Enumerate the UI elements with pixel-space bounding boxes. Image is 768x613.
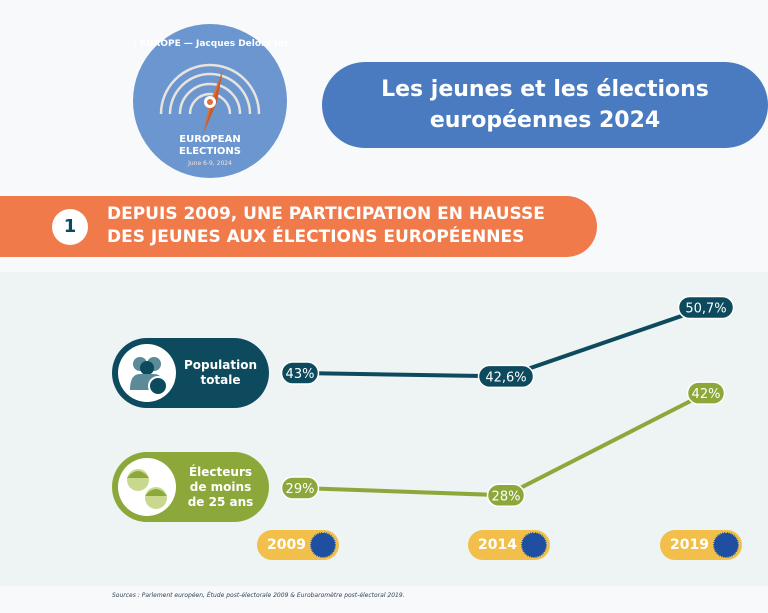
section-number: 1 xyxy=(52,209,88,245)
year-label: 2019 xyxy=(670,537,709,553)
category-population-totale: Population totale xyxy=(112,338,269,408)
year-label: 2009 xyxy=(267,537,306,553)
data-point xyxy=(280,361,320,385)
data-point xyxy=(686,381,726,405)
label-line: Électeurs xyxy=(188,464,253,479)
title-line2: européennes 2024 xyxy=(429,108,661,133)
label-line: de 25 ans xyxy=(187,494,254,509)
logo: NOTRE EUROPE — Jacques Delors Institute … xyxy=(102,24,318,178)
title-line1: Les jeunes et les élections xyxy=(381,77,709,102)
label-line: totale xyxy=(200,373,241,387)
data-point xyxy=(280,476,320,500)
eu-flag-icon xyxy=(713,532,739,558)
data-point xyxy=(486,483,526,508)
data-point xyxy=(477,364,535,389)
year-2019: 2019 xyxy=(660,530,742,560)
people-icon xyxy=(118,344,176,402)
year-2009: 2009 xyxy=(257,530,339,560)
label-line: de moins xyxy=(189,479,252,494)
data-label: 43% xyxy=(286,367,315,382)
category-electeurs-moins-25: Électeurs de moins de 25 ans xyxy=(112,452,269,522)
eu-flag-icon xyxy=(310,532,336,558)
logo-top-text: NOTRE EUROPE — Jacques Delors Institute xyxy=(133,39,287,49)
section-banner xyxy=(0,196,597,257)
data-label: 50,7% xyxy=(685,302,726,317)
year-label: 2014 xyxy=(478,537,517,553)
section-heading-line2: DES JEUNES AUX ÉLECTIONS EUROPÉENNES xyxy=(107,227,525,247)
series-line-1 xyxy=(299,391,707,498)
logo-date: June 6-9, 2024 xyxy=(187,160,232,167)
logo-line1: EUROPEAN xyxy=(179,134,240,145)
parliament-compass-icon: NOTRE EUROPE — Jacques Delors Institute … xyxy=(102,39,317,167)
data-label: 42,6% xyxy=(485,370,526,385)
year-2014: 2014 xyxy=(468,530,550,560)
data-label: 28% xyxy=(492,489,521,504)
label-line: Population xyxy=(183,358,258,372)
page-title: Les jeunes et les élections européennes … xyxy=(322,62,768,148)
sources-note: Sources : Parlement européen, Étude post… xyxy=(112,592,405,599)
eu-flag-icon xyxy=(521,532,547,558)
data-label: 29% xyxy=(286,482,315,497)
young-faces-icon xyxy=(118,458,176,516)
data-label: 42% xyxy=(692,387,721,402)
logo-line2: ELECTIONS xyxy=(179,146,241,157)
section-heading: DEPUIS 2009, UNE PARTICIPATION EN HAUSSE… xyxy=(107,203,545,249)
data-point xyxy=(677,295,735,320)
section-heading-line1: DEPUIS 2009, UNE PARTICIPATION EN HAUSSE xyxy=(107,204,545,224)
